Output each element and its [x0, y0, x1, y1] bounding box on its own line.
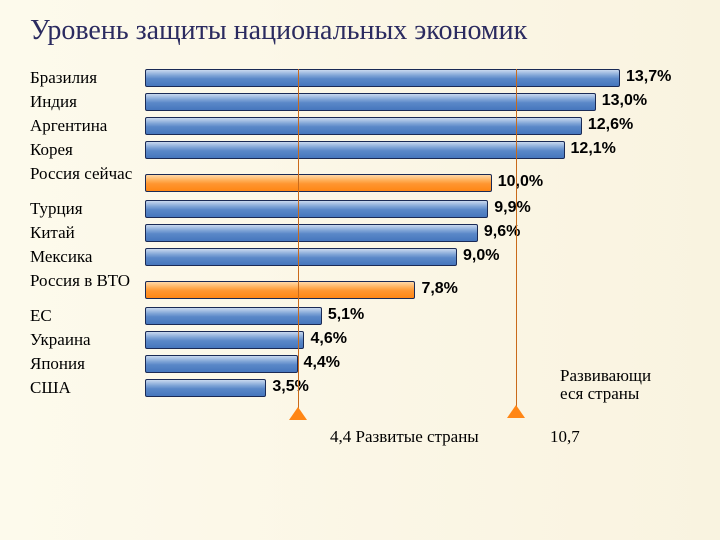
- marker-value-developing: 10,7: [550, 427, 580, 447]
- bar-value-label: 9,0%: [463, 247, 499, 265]
- bar-chart: Бразилия13,7%Индия13,0%Аргентина12,6%Кор…: [30, 69, 690, 469]
- bar-area: 4,6%: [145, 331, 620, 349]
- bar: [145, 307, 322, 325]
- bar-area: 13,7%: [145, 69, 620, 87]
- marker-arrow-developing: [507, 405, 525, 418]
- bar-row-9: ЕС 5,1%: [30, 307, 690, 325]
- bar: [145, 224, 478, 242]
- bar-label: Россия в ВТО: [30, 272, 145, 308]
- bar: [145, 93, 596, 111]
- bar-value-label: 4,6%: [310, 330, 346, 348]
- bar-value-label: 13,0%: [602, 92, 647, 110]
- bar-row-4: Россия сейчас 10,0%: [30, 165, 690, 201]
- bar-area: 3,5%: [145, 379, 620, 397]
- bar-area: 7,8%: [145, 281, 620, 299]
- marker-label-developing: Развивающиеся страны: [560, 367, 651, 403]
- bar-area: 5,1%: [145, 307, 620, 325]
- bar-label: Корея: [30, 141, 145, 159]
- bar-label: Китай: [30, 224, 145, 242]
- bar-row-5: Турция 9,9%: [30, 200, 690, 218]
- bar: [145, 281, 415, 299]
- bar: [145, 174, 492, 192]
- bar: [145, 379, 266, 397]
- bar-value-label: 9,9%: [494, 199, 530, 217]
- bar-row-10: Украина 4,6%: [30, 331, 690, 349]
- bar-label: Индия: [30, 93, 145, 111]
- bar-label: Мексика: [30, 248, 145, 266]
- slide: Уровень защиты национальных экономик Бра…: [0, 0, 720, 540]
- bar: [145, 141, 565, 159]
- chart-title: Уровень защиты национальных экономик: [30, 16, 690, 47]
- bar-row-2: Аргентина12,6%: [30, 117, 690, 135]
- bar-label: Россия сейчас: [30, 165, 145, 201]
- bar: [145, 248, 457, 266]
- bar: [145, 355, 298, 373]
- bar: [145, 69, 620, 87]
- bar-label: Украина: [30, 331, 145, 349]
- bar-area: 10,0%: [145, 174, 620, 192]
- bar-value-label: 13,7%: [626, 68, 671, 86]
- bar-row-3: Корея 12,1%: [30, 141, 690, 159]
- bar-row-1: Индия13,0%: [30, 93, 690, 111]
- bar-label: Япония: [30, 355, 145, 373]
- bar-area: 12,1%: [145, 141, 620, 159]
- bar-value-label: 7,8%: [421, 280, 457, 298]
- bar-label: Аргентина: [30, 117, 145, 135]
- marker-line-developing: [516, 69, 517, 407]
- bar: [145, 200, 488, 218]
- marker-label-developed: 4,4 Развитые страны: [330, 427, 479, 447]
- bar-value-label: 12,6%: [588, 116, 633, 134]
- bar-area: 9,6%: [145, 224, 620, 242]
- bar-area: 13,0%: [145, 93, 620, 111]
- bar: [145, 331, 304, 349]
- bar-value-label: 3,5%: [272, 378, 308, 396]
- bar-area: 9,9%: [145, 200, 620, 218]
- bar-area: 9,0%: [145, 248, 620, 266]
- bar-label: ЕС: [30, 307, 145, 325]
- bar-value-label: 5,1%: [328, 306, 364, 324]
- bar-label: Бразилия: [30, 69, 145, 87]
- bar-area: 4,4%: [145, 355, 620, 373]
- bar-row-8: Россия в ВТО 7,8%: [30, 272, 690, 308]
- bar-value-label: 12,1%: [571, 140, 616, 158]
- bar-label: США: [30, 379, 145, 397]
- bar-value-label: 9,6%: [484, 223, 520, 241]
- bar-area: 12,6%: [145, 117, 620, 135]
- bar-value-label: 4,4%: [304, 354, 340, 372]
- bar-row-7: Мексика 9,0%: [30, 248, 690, 266]
- bar-label: Турция: [30, 200, 145, 218]
- marker-line-developed: [298, 69, 299, 409]
- marker-arrow-developed: [289, 407, 307, 420]
- bar-row-6: Китай 9,6%: [30, 224, 690, 242]
- bar-value-label: 10,0%: [498, 173, 543, 191]
- bar-row-0: Бразилия13,7%: [30, 69, 690, 87]
